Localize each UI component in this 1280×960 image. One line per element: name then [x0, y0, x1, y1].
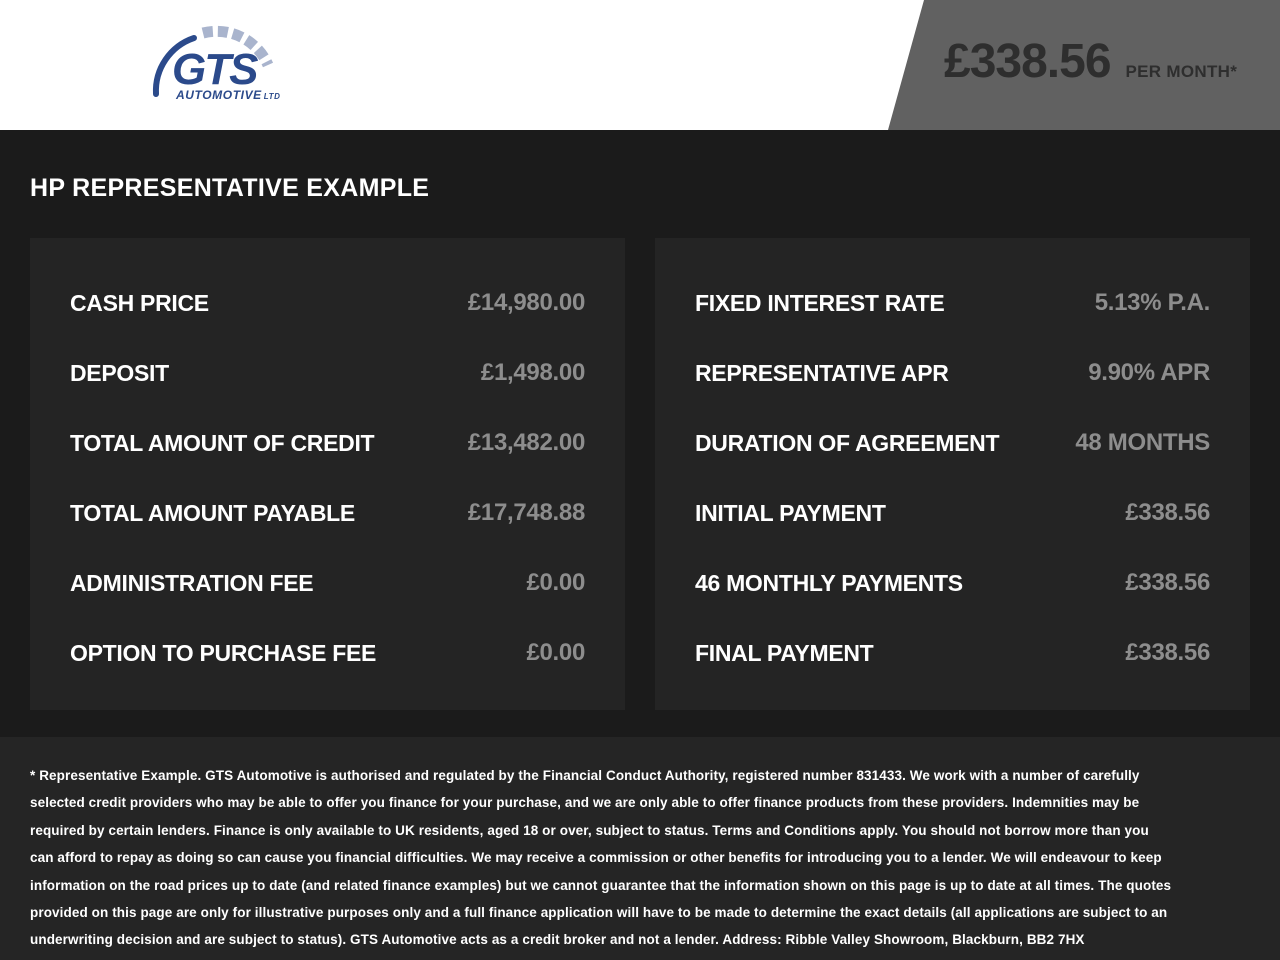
finance-panel-right: FIXED INTEREST RATE 5.13% P.A. REPRESENT…: [655, 238, 1250, 710]
disclaimer-section: * Representative Example. GTS Automotive…: [0, 737, 1280, 960]
finance-panels: CASH PRICE £14,980.00 DEPOSIT £1,498.00 …: [30, 238, 1250, 710]
finance-value: £14,980.00: [467, 289, 585, 316]
finance-label: FIXED INTEREST RATE: [695, 289, 945, 316]
finance-value: £17,748.88: [467, 499, 585, 526]
finance-value: £0.00: [526, 569, 585, 596]
finance-value: £338.56: [1125, 499, 1210, 526]
finance-row-admin-fee: ADMINISTRATION FEE £0.00: [70, 548, 585, 618]
finance-label: DEPOSIT: [70, 359, 169, 386]
finance-row-duration: DURATION OF AGREEMENT 48 MONTHS: [695, 408, 1210, 478]
finance-row-monthly-payments: 46 MONTHLY PAYMENTS £338.56: [695, 548, 1210, 618]
finance-row-total-payable: TOTAL AMOUNT PAYABLE £17,748.88: [70, 478, 585, 548]
finance-value: 48 MONTHS: [1075, 429, 1210, 456]
finance-row-apr: REPRESENTATIVE APR 9.90% APR: [695, 338, 1210, 408]
finance-value: £1,498.00: [480, 359, 585, 386]
page-title: HP REPRESENTATIVE EXAMPLE: [30, 174, 430, 202]
finance-value: £0.00: [526, 639, 585, 666]
finance-label: OPTION TO PURCHASE FEE: [70, 639, 377, 666]
finance-label: REPRESENTATIVE APR: [695, 359, 949, 386]
finance-row-total-credit: TOTAL AMOUNT OF CREDIT £13,482.00: [70, 408, 585, 478]
finance-label: ADMINISTRATION FEE: [70, 569, 314, 596]
logo-swoosh-icon: [152, 35, 197, 97]
finance-row-deposit: DEPOSIT £1,498.00: [70, 338, 585, 408]
finance-label: 46 MONTHLY PAYMENTS: [695, 569, 963, 596]
gts-automotive-logo: GTS AUTOMOTIVE LTD: [152, 25, 281, 102]
page-header: GTS AUTOMOTIVE LTD £338.56 PER MONTH*: [0, 0, 1280, 130]
finance-label: TOTAL AMOUNT OF CREDIT: [70, 429, 375, 456]
finance-panel-left: CASH PRICE £14,980.00 DEPOSIT £1,498.00 …: [30, 238, 625, 710]
finance-label: CASH PRICE: [70, 289, 209, 316]
finance-value: £338.56: [1125, 639, 1210, 666]
finance-value: 9.90% APR: [1088, 359, 1210, 386]
logo-sub-text: AUTOMOTIVE LTD: [175, 88, 281, 102]
disclaimer-text: * Representative Example. GTS Automotive…: [30, 768, 1172, 948]
finance-row-interest-rate: FIXED INTEREST RATE 5.13% P.A.: [695, 268, 1210, 338]
main-content: HP REPRESENTATIVE EXAMPLE CASH PRICE £14…: [0, 130, 1280, 710]
finance-label: INITIAL PAYMENT: [695, 499, 886, 526]
monthly-price-banner: £338.56 PER MONTH*: [888, 0, 1280, 130]
monthly-price-suffix: PER MONTH*: [1125, 62, 1238, 81]
finance-row-option-fee: OPTION TO PURCHASE FEE £0.00: [70, 618, 585, 688]
monthly-price: £338.56: [944, 35, 1112, 88]
finance-label: DURATION OF AGREEMENT: [695, 429, 1000, 456]
finance-row-initial-payment: INITIAL PAYMENT £338.56: [695, 478, 1210, 548]
logo-brand-text: GTS: [172, 45, 258, 94]
logo-speedometer-segments-icon: [201, 25, 274, 68]
finance-label: FINAL PAYMENT: [695, 639, 874, 666]
finance-row-cash-price: CASH PRICE £14,980.00: [70, 268, 585, 338]
finance-value: £338.56: [1125, 569, 1210, 596]
finance-value: 5.13% P.A.: [1094, 289, 1211, 316]
finance-value: £13,482.00: [467, 429, 585, 456]
finance-row-final-payment: FINAL PAYMENT £338.56: [695, 618, 1210, 688]
finance-label: TOTAL AMOUNT PAYABLE: [70, 499, 355, 526]
